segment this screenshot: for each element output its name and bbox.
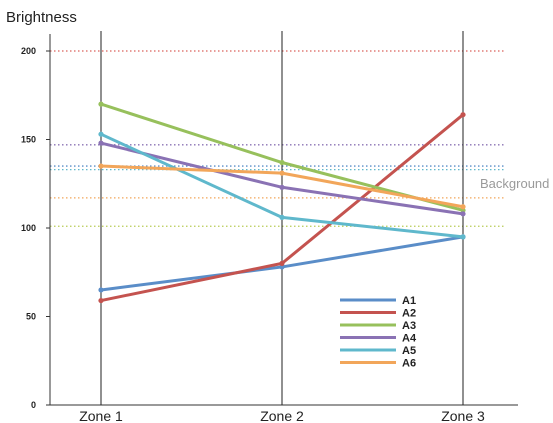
legend-label-A1: A1 (402, 295, 416, 307)
axes (46, 34, 518, 406)
x-tick-label-2: Zone 2 (260, 408, 304, 423)
background-annotation: Background (480, 176, 549, 191)
series-A2 (98, 112, 466, 304)
y-tick-label-1: 50 (26, 312, 36, 322)
data-point-A4-1 (98, 140, 104, 146)
data-point-A5-1 (98, 131, 104, 137)
y-tick-labels: 0 50 100 150 200 (21, 46, 36, 410)
series-A6 (98, 163, 466, 210)
series-layer (98, 101, 466, 304)
data-point-A2-1 (98, 297, 104, 304)
x-tick-label-1: Zone 1 (79, 408, 123, 423)
y-tick-label-3: 150 (21, 135, 36, 145)
data-point-A6-3 (460, 204, 466, 210)
data-point-A6-1 (98, 163, 104, 169)
x-tick-label-3: Zone 3 (441, 408, 485, 423)
data-point-A1-1 (98, 287, 104, 293)
data-point-A6-2 (279, 170, 285, 176)
legend-label-A2: A2 (402, 308, 416, 320)
series-A4 (98, 140, 466, 217)
y-tick-label-4: 200 (21, 46, 36, 56)
reference-lines (50, 50, 505, 227)
y-tick-label-0: 0 (31, 400, 36, 410)
legend-label-A4: A4 (402, 333, 417, 345)
legend-label-A3: A3 (402, 320, 416, 332)
series-A5 (98, 131, 466, 240)
data-point-A5-3 (460, 234, 466, 240)
y-tick-label-2: 100 (21, 223, 36, 233)
data-point-A4-3 (460, 211, 466, 217)
legend-label-A5: A5 (402, 345, 416, 357)
legend-label-A6: A6 (402, 358, 416, 370)
x-tick-labels: Zone 1 Zone 2 Zone 3 (79, 408, 485, 423)
data-point-A2-3 (460, 112, 466, 118)
data-point-A2-2 (279, 260, 285, 266)
data-point-A3-1 (98, 101, 104, 107)
data-point-A4-2 (279, 184, 285, 190)
data-point-A5-2 (279, 214, 285, 220)
data-point-A3-2 (279, 159, 285, 166)
y-axis-title: Brightness (6, 9, 77, 26)
